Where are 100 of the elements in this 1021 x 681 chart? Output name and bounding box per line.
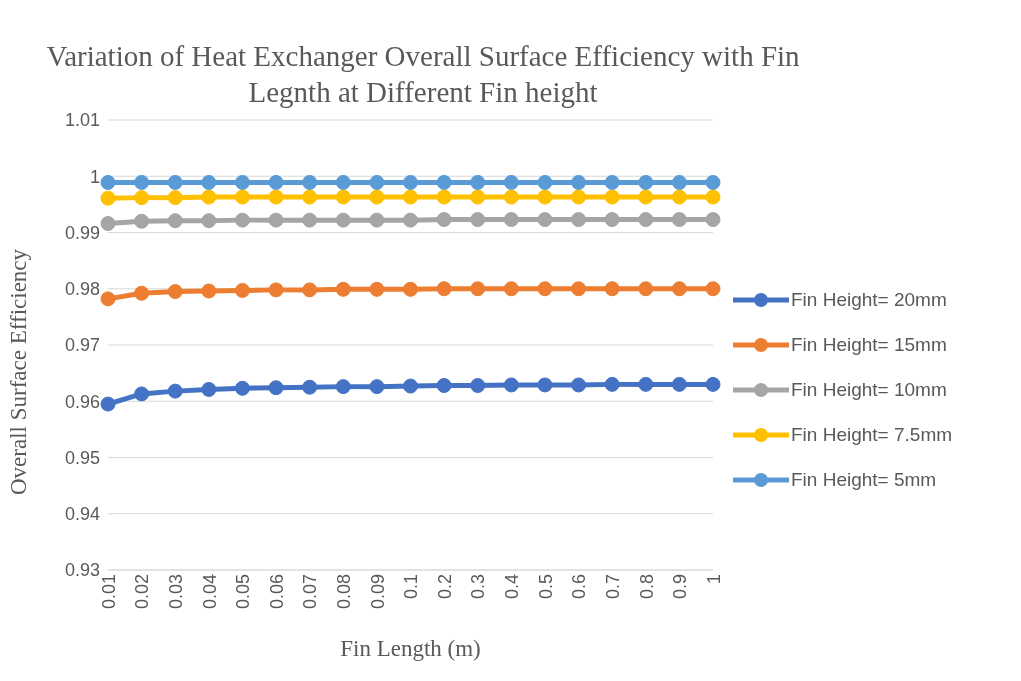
point (503, 189, 519, 205)
x-tick-label: 0.02 (132, 574, 153, 610)
point (470, 189, 486, 205)
point (537, 174, 553, 190)
point (470, 212, 486, 228)
y-axis-title: Overall Surface Efficiency (6, 248, 32, 495)
point (201, 213, 217, 229)
point (335, 281, 351, 297)
x-tick-label: 0.9 (670, 574, 691, 600)
point (403, 174, 418, 190)
point (268, 189, 284, 205)
point (537, 212, 553, 228)
x-tick-label: 1 (703, 574, 724, 585)
point (369, 281, 385, 297)
point (503, 174, 519, 190)
point (403, 212, 418, 228)
point (671, 281, 687, 297)
point (571, 189, 587, 205)
point (604, 281, 620, 297)
point (302, 212, 318, 228)
point (436, 281, 452, 297)
point (134, 174, 150, 190)
point (234, 282, 250, 298)
y-tick-label: 0.98 (64, 279, 100, 300)
point (604, 189, 620, 205)
x-tick-label: 0.7 (602, 574, 623, 600)
legend-label: Fin Height= 10mm (791, 379, 947, 401)
legend-label: Fin Height= 7.5mm (791, 424, 953, 446)
point (503, 212, 519, 228)
point (638, 212, 654, 228)
x-axis-title: Fin Length (m) (340, 636, 481, 662)
point (638, 174, 654, 190)
x-tick-label: 0.1 (401, 574, 422, 600)
legend-label: Fin Height= 20mm (791, 289, 947, 311)
point (302, 189, 318, 205)
x-tick-label: 0.05 (233, 574, 254, 610)
point (638, 376, 654, 392)
point (134, 190, 150, 206)
point (705, 376, 721, 392)
point (671, 189, 687, 205)
point (571, 281, 587, 297)
point (167, 383, 183, 399)
point (234, 380, 250, 396)
point (134, 213, 150, 229)
point (134, 386, 150, 402)
point (234, 212, 250, 228)
x-tick-label: 0.06 (266, 574, 287, 610)
x-tick-label: 0.2 (434, 574, 455, 600)
point (167, 213, 183, 229)
point (537, 189, 553, 205)
point (201, 189, 217, 205)
y-tick-label: 0.99 (64, 222, 100, 243)
point (571, 212, 587, 228)
point (369, 174, 385, 190)
x-tick-label: 0.5 (535, 574, 556, 600)
y-tick-label: 0.97 (64, 335, 100, 356)
x-tick-label: 0.8 (636, 574, 657, 600)
point (436, 174, 452, 190)
point (167, 174, 183, 190)
point (335, 212, 351, 228)
x-tick-label: 0.04 (199, 574, 220, 610)
point (100, 291, 116, 307)
y-tick-label: 0.95 (64, 447, 100, 468)
point (705, 189, 721, 205)
x-tick-label: 0.09 (367, 574, 388, 610)
y-tick-label: 0.96 (64, 391, 100, 412)
point (268, 174, 284, 190)
y-tick-label: 0.94 (64, 504, 100, 525)
point (369, 379, 385, 395)
point (571, 377, 587, 393)
x-tick-label: 0.4 (502, 574, 523, 600)
legend-label: Fin Height= 15mm (791, 334, 947, 356)
point (503, 281, 519, 297)
point (268, 212, 284, 228)
point (604, 376, 620, 392)
point (335, 379, 351, 395)
point (335, 189, 351, 205)
y-tick-label: 1.01 (64, 110, 100, 131)
point (302, 174, 318, 190)
x-tick-label: 0.07 (300, 574, 321, 610)
point (403, 281, 418, 297)
chart-title: Variation of Heat Exchanger Overall Surface Efficiency with Fin Legnth at Different Fin height (45, 39, 801, 110)
point (604, 174, 620, 190)
point (571, 174, 587, 190)
x-tick-label: 0.03 (166, 574, 186, 610)
y-tick-label: 1 (89, 166, 100, 187)
point (436, 378, 452, 393)
point (537, 377, 553, 393)
point (100, 216, 116, 231)
x-tick-label: 0.01 (98, 574, 119, 610)
point (302, 282, 318, 298)
point (167, 190, 183, 206)
point (268, 380, 284, 396)
point (671, 174, 687, 190)
x-tick-label: 0.6 (569, 574, 590, 600)
point (201, 174, 217, 190)
point (436, 212, 452, 228)
point (503, 377, 519, 393)
point (537, 281, 553, 297)
point (671, 212, 687, 228)
